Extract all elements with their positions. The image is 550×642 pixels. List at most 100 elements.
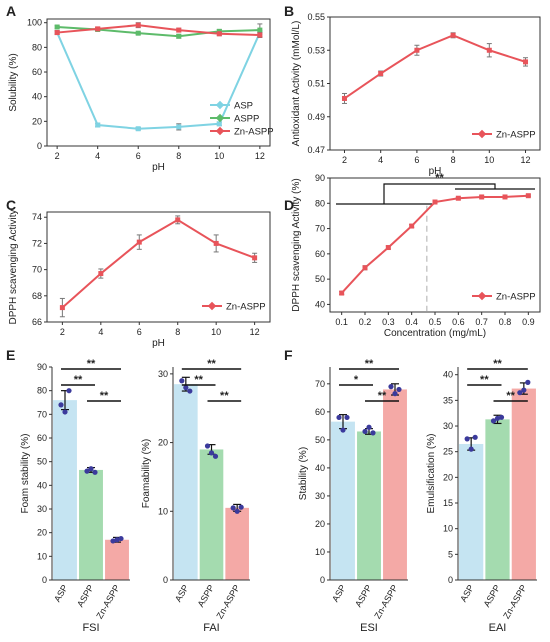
replicate-point — [472, 434, 478, 440]
data-point — [98, 271, 104, 277]
y-tick-label: 40 — [315, 463, 325, 473]
significance-label: ** — [365, 358, 374, 370]
y-tick-label: 20 — [443, 472, 453, 482]
y-tick-label: 0.47 — [307, 145, 325, 155]
data-point — [409, 223, 415, 229]
x-tick-label: ASP — [52, 583, 70, 604]
series-zn-aspp — [339, 193, 531, 296]
y-tick-label: 20 — [158, 438, 168, 448]
x-tick-label: ASPP — [75, 583, 96, 609]
panel-label-d: D — [284, 197, 294, 213]
bar-zn-aspp — [383, 389, 407, 580]
group-label: FAI — [203, 622, 220, 634]
y-tick-label: 40 — [37, 480, 47, 490]
x-tick-label: 8 — [451, 155, 456, 165]
replicate-point — [238, 504, 244, 510]
data-point — [257, 27, 263, 33]
x-tick-label: 0.3 — [382, 317, 395, 327]
replicate-point — [517, 390, 523, 396]
x-tick-label: 4 — [95, 151, 100, 161]
replicate-point — [336, 414, 342, 421]
data-point — [176, 33, 182, 39]
x-tick-label: 12 — [521, 155, 531, 165]
y-tick-label: 0 — [42, 575, 47, 585]
y-tick-label: 70 — [32, 265, 42, 275]
y-tick-label: 0.49 — [307, 112, 325, 122]
x-tick-label: Zn-ASPP — [214, 583, 241, 620]
x-tick-label: 0.1 — [335, 317, 348, 327]
legend-label: ASP — [234, 101, 253, 112]
replicate-point — [230, 505, 236, 511]
series-asp — [54, 30, 263, 132]
x-tick-label: 0.4 — [405, 317, 418, 327]
data-point — [95, 122, 101, 128]
legend: Zn-ASPP — [472, 292, 536, 303]
y-tick-label: 10 — [37, 551, 47, 561]
x-tick-label: 0.5 — [429, 317, 442, 327]
legend-marker — [215, 126, 225, 136]
y-tick-label: 50 — [315, 274, 325, 284]
significance-label: * — [354, 374, 359, 386]
significance-label: ** — [207, 358, 216, 370]
legend-marker — [207, 301, 217, 311]
y-tick-label: 60 — [315, 249, 325, 259]
significance-label: ** — [194, 374, 203, 386]
y-tick-label: 25 — [443, 447, 453, 457]
series-line — [340, 194, 529, 294]
y-tick-label: 0.53 — [307, 45, 325, 55]
replicate-point — [525, 379, 531, 385]
x-tick-label: 0.7 — [475, 317, 488, 327]
x-tick-label: 6 — [414, 155, 419, 165]
chart-fsi: 0 10 20 30 40 50 60 70 80 90 Foam stability (%) ASP… — [20, 358, 130, 634]
significance-label: ** — [435, 172, 444, 184]
replicate-point — [521, 387, 527, 393]
replicate-point — [344, 414, 350, 421]
x-tick-label: Zn-ASPP — [372, 583, 399, 620]
chart-eai: 0 5 10 15 20 25 30 35 40 Emulsification (%) ASP ASP… — [426, 358, 537, 634]
legend-label: Zn-ASPP — [496, 130, 536, 141]
bar-aspp — [485, 419, 510, 580]
y-tick-label: 80 — [32, 42, 42, 52]
x-tick-label: 8 — [176, 151, 181, 161]
x-tick-label: ASP — [458, 583, 476, 604]
x-tick-label: 6 — [136, 151, 141, 161]
x-tick-label: 2 — [342, 155, 347, 165]
y-axis-label: Emulsification (%) — [426, 433, 437, 513]
replicate-point — [370, 430, 376, 436]
group-label: ESI — [360, 622, 378, 634]
replicate-point — [179, 378, 185, 384]
data-point — [213, 240, 219, 246]
replicate-point — [62, 409, 68, 415]
data-point — [176, 124, 182, 130]
x-tick-label: 6 — [137, 327, 142, 337]
data-point — [95, 26, 101, 32]
y-tick-label: 30 — [443, 421, 453, 431]
plot-frame — [46, 211, 271, 323]
y-tick-label: 10 — [315, 547, 325, 557]
x-tick-label: 2 — [60, 327, 65, 337]
x-tick-label: ASPP — [196, 583, 217, 609]
replicate-point — [388, 384, 394, 390]
significance-label: ** — [480, 374, 489, 386]
data-point — [378, 71, 384, 77]
data-point — [135, 126, 141, 132]
y-tick-label: 50 — [37, 457, 47, 467]
y-tick-label: 66 — [32, 317, 42, 327]
y-tick-label: 70 — [315, 379, 325, 389]
significance-label: ** — [378, 390, 387, 402]
panel-label-f: F — [284, 347, 293, 363]
replicate-point — [118, 535, 124, 542]
x-tick-label: 10 — [211, 327, 221, 337]
x-tick-label: Zn-ASPP — [94, 583, 121, 620]
y-axis-label: Foamability (%) — [141, 439, 152, 508]
legend-marker — [477, 291, 487, 301]
panel-label-e: E — [6, 347, 15, 363]
data-point — [432, 199, 438, 205]
bar-zn-aspp — [105, 539, 129, 580]
y-axis-label: Solubility (%) — [8, 53, 19, 111]
bar-aspp — [79, 469, 103, 580]
group-label: FSI — [82, 622, 99, 634]
bar-aspp — [357, 431, 381, 580]
chart-b: 2 4 6 8 10 12 0.47 0.49 0.51 0.53 0.55 pH Antioxidan… — [291, 12, 541, 177]
data-point — [252, 255, 258, 261]
